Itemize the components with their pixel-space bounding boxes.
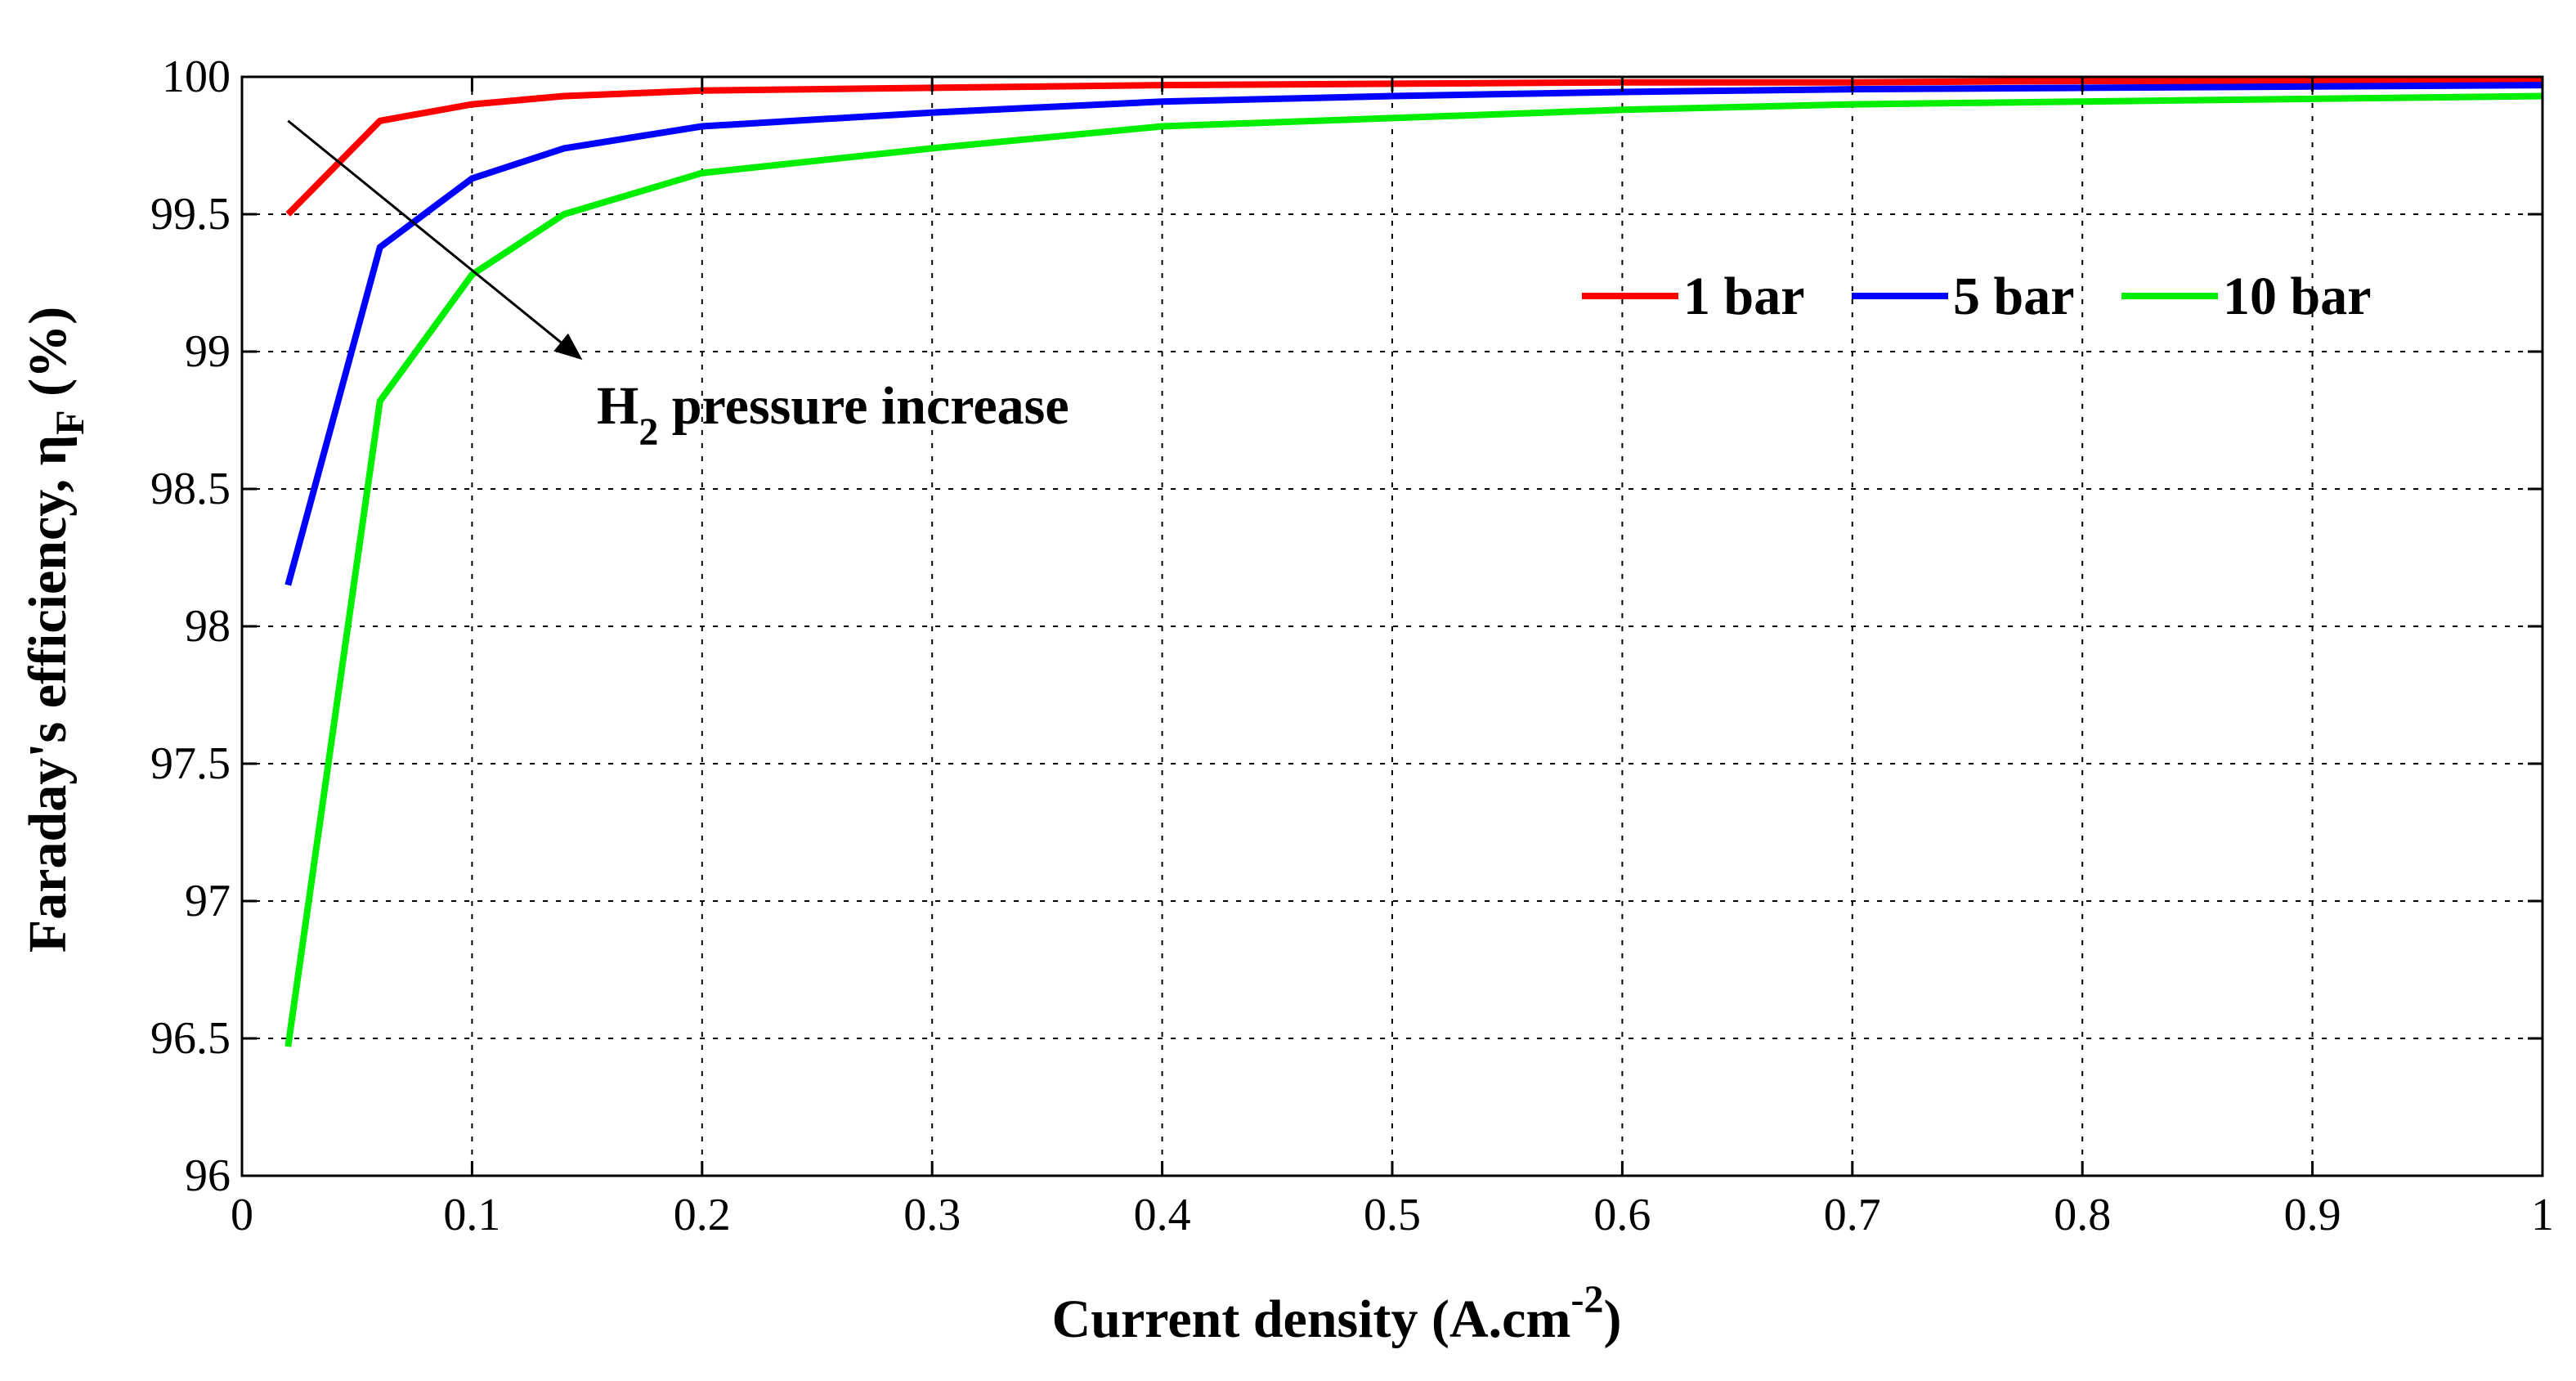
y-tick-label: 97.5 bbox=[150, 738, 231, 789]
series-line-5-bar bbox=[284, 82, 2543, 586]
annotation-rest: pressure increase bbox=[658, 376, 1068, 436]
x-tick-label: 0.4 bbox=[1134, 1190, 1191, 1240]
y-axis-title-subscript: F bbox=[47, 410, 92, 435]
y-tick-label: 96.5 bbox=[150, 1013, 231, 1064]
x-tick-label: 0.6 bbox=[1593, 1190, 1651, 1240]
x-tick-label: 0 bbox=[231, 1190, 253, 1240]
y-tick-label: 98 bbox=[185, 601, 231, 652]
x-axis-title-end: ) bbox=[1603, 1289, 1621, 1349]
y-tick-label: 98.5 bbox=[150, 464, 231, 514]
annotation-h: H bbox=[597, 376, 638, 436]
legend-label: 10 bar bbox=[2223, 267, 2372, 326]
x-tick-label: 0.1 bbox=[443, 1190, 500, 1240]
x-tick-label: 0.2 bbox=[674, 1190, 731, 1240]
y-tick-label: 100 bbox=[162, 52, 231, 102]
annotation-subscript: 2 bbox=[638, 410, 658, 454]
x-tick-label: 0.8 bbox=[2054, 1190, 2111, 1240]
pressure-annotation: H2 pressure increase bbox=[287, 119, 1069, 454]
x-tick-label: 1 bbox=[2531, 1190, 2554, 1240]
x-axis-title-main: Current density (A.cm bbox=[1052, 1289, 1571, 1349]
x-tick-label: 0.3 bbox=[903, 1190, 961, 1240]
y-axis-title: Faraday's efficiency, ηF (%) bbox=[18, 307, 92, 953]
y-tick-label: 99 bbox=[185, 326, 231, 377]
x-axis-title-superscript: -2 bbox=[1570, 1278, 1603, 1321]
y-axis-title-main: Faraday's efficiency, η bbox=[18, 435, 78, 953]
y-axis-title-end: (%) bbox=[18, 307, 78, 410]
y-tick-label: 97 bbox=[185, 876, 231, 926]
legend-label: 5 bar bbox=[1953, 267, 2075, 326]
y-tick-label: 99.5 bbox=[150, 189, 231, 240]
pressure-annotation-text: H2 pressure increase bbox=[597, 376, 1069, 454]
x-tick-label: 0.7 bbox=[1824, 1190, 1881, 1240]
axis-ticks: 0 0.1 0.2 0.3 0.4 0.5 0.6 0.7 0.8 0.9 1 96 96.5 97 97.… bbox=[150, 52, 2554, 1240]
y-tick-label: 96 bbox=[185, 1150, 231, 1201]
series-line-10-bar bbox=[284, 92, 2543, 1047]
pressure-arrow-head bbox=[553, 333, 583, 361]
x-tick-label: 0.5 bbox=[1364, 1190, 1421, 1240]
x-axis-title: Current density (A.cm-2) bbox=[1052, 1278, 1622, 1349]
legend: 1 bar 5 bar 10 bar bbox=[1582, 267, 2372, 326]
legend-label: 1 bar bbox=[1683, 267, 1805, 326]
x-tick-label: 0.9 bbox=[2284, 1190, 2341, 1240]
pressure-arrow bbox=[287, 119, 562, 343]
grid-lines bbox=[242, 77, 2542, 1176]
